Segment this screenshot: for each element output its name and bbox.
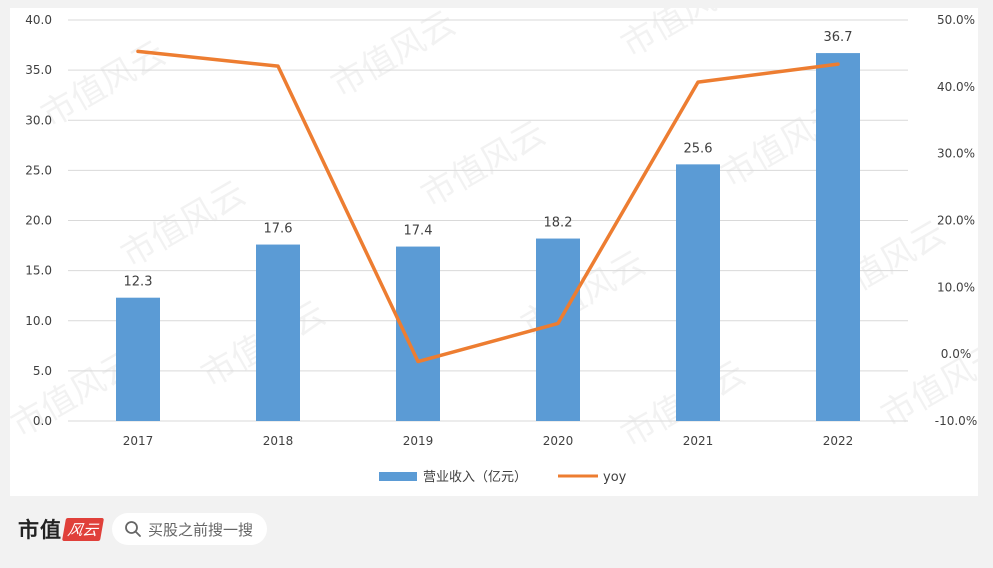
y-right-tick-label: 10.0% xyxy=(937,280,975,294)
y-left-tick-label: 5.0 xyxy=(33,364,52,378)
data-label-2022: 36.7 xyxy=(824,30,853,45)
brand-logo: 风云 xyxy=(61,517,105,541)
data-label-2017: 12.3 xyxy=(124,275,153,290)
y-right-tick-label: 30.0% xyxy=(937,147,975,161)
y-right-tick-label: 0.0% xyxy=(941,347,972,361)
watermark-text: 市值风云 xyxy=(115,173,253,276)
legend: 营业收入（亿元） yoy xyxy=(379,470,627,485)
y-left-tick-label: 10.0 xyxy=(25,314,52,328)
x-tick-label-2017: 2017 xyxy=(123,434,154,448)
bar-2019 xyxy=(396,246,440,421)
y-left-tick-label: 20.0 xyxy=(25,214,52,228)
watermark-text: 市值风云 xyxy=(415,113,553,216)
series-line-yoy xyxy=(136,49,840,364)
line-point-2020 xyxy=(556,321,560,325)
y-left-tick-label: 40.0 xyxy=(25,13,52,27)
line-point-2018 xyxy=(276,64,280,68)
search-placeholder: 买股之前搜一搜 xyxy=(148,520,254,539)
line-point-2021 xyxy=(696,80,700,84)
y-left-tick-label: 25.0 xyxy=(25,163,52,177)
x-tick-label-2019: 2019 xyxy=(403,434,434,448)
line-point-2017 xyxy=(136,49,140,53)
x-tick-label-2022: 2022 xyxy=(823,434,854,448)
watermark-text: 市值风云 xyxy=(615,8,753,66)
search-icon xyxy=(125,521,141,537)
x-tick-label-2021: 2021 xyxy=(683,434,714,448)
y-left-tick-label: 0.0 xyxy=(33,414,52,428)
data-label-2018: 17.6 xyxy=(264,222,293,237)
plot-area: 市值风云 市值风云 市值风云 市值风云 市值风云 市值风云 市值风云 市值风云 市值风云 市值风云… xyxy=(5,0,993,496)
brand-name: 市值 xyxy=(18,517,62,542)
line-point-2019 xyxy=(416,360,420,364)
legend-swatch-bar xyxy=(379,472,417,481)
x-tick-label-2018: 2018 xyxy=(263,434,294,448)
bar-2020 xyxy=(536,238,580,421)
search-box[interactable]: 买股之前搜一搜 xyxy=(112,513,268,545)
data-label-2019: 17.4 xyxy=(404,224,433,239)
y-left-tick-label: 15.0 xyxy=(25,264,52,278)
watermark-text: 市值风云 xyxy=(325,8,463,106)
y-right-tick-label: 50.0% xyxy=(937,13,975,27)
bar-2017 xyxy=(116,297,160,421)
y-left-tick-label: 35.0 xyxy=(25,63,52,77)
line-point-2022 xyxy=(836,62,840,66)
bar-2018 xyxy=(256,244,300,421)
y-right-tick-label: 20.0% xyxy=(937,214,975,228)
y-right-tick-label: 40.0% xyxy=(937,80,975,94)
footer: 市值 风云 买股之前搜一搜 xyxy=(18,512,268,546)
bar-2021 xyxy=(676,164,720,422)
data-label-2020: 18.2 xyxy=(544,216,573,231)
y-right-tick-label: -10.0% xyxy=(935,414,977,428)
legend-label-bar: 营业收入（亿元） xyxy=(423,470,527,485)
y-left-tick-label: 30.0 xyxy=(25,113,52,127)
legend-label-line: yoy xyxy=(603,470,627,485)
bar-2022 xyxy=(816,53,860,422)
x-tick-label-2020: 2020 xyxy=(543,434,574,448)
data-label-2021: 25.6 xyxy=(684,141,713,156)
